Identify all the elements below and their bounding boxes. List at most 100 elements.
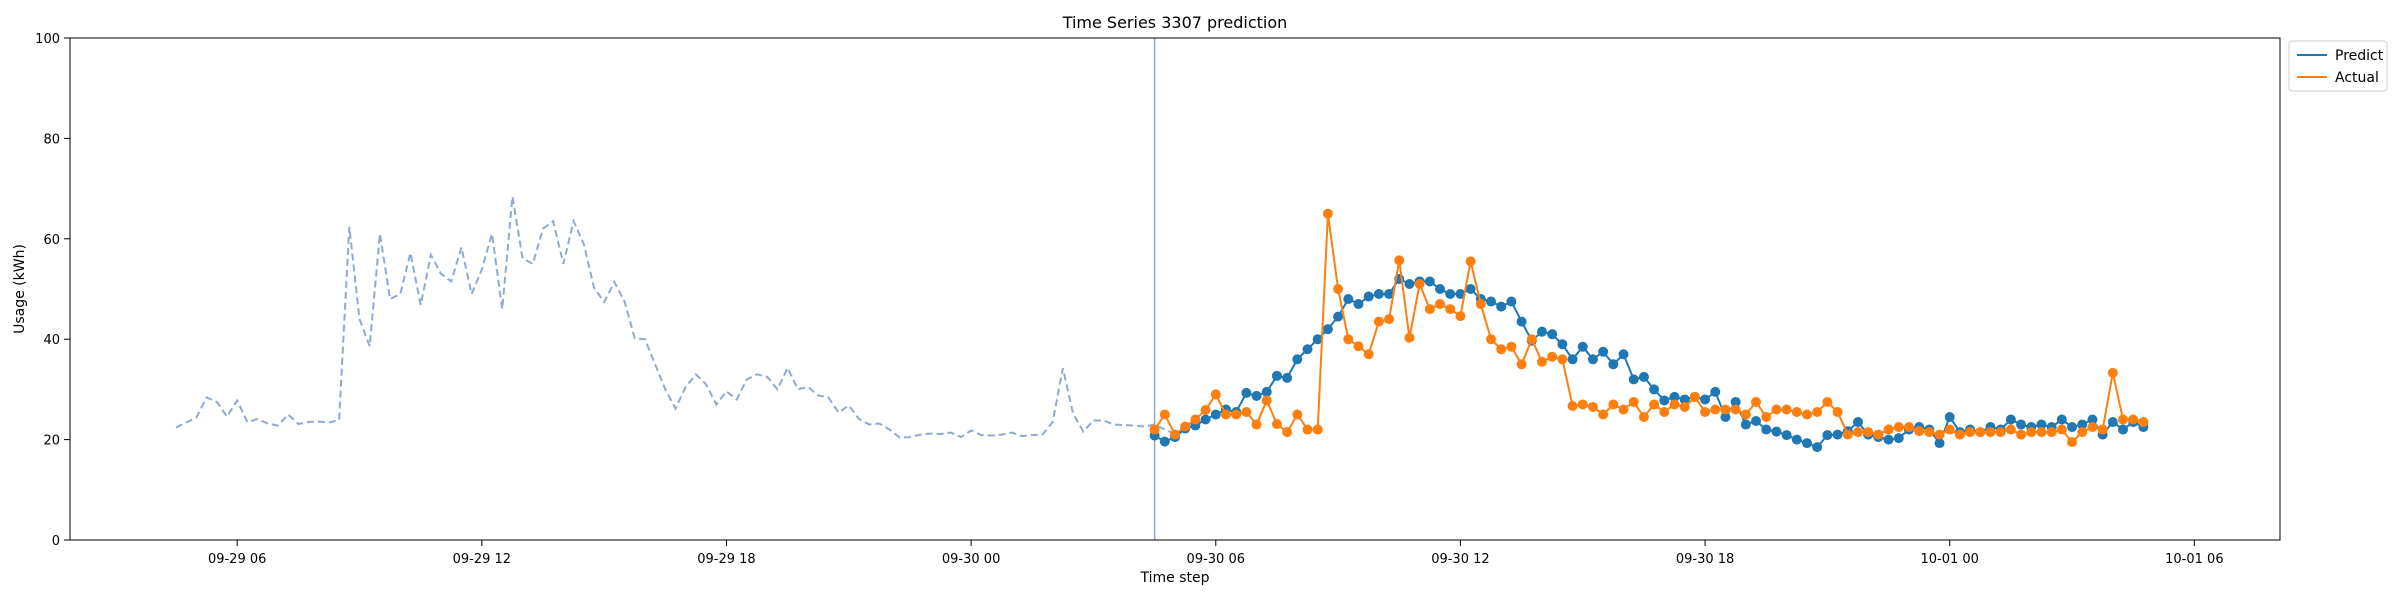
actual-point (1516, 359, 1527, 370)
x-tick-label: 09-30 06 (1187, 552, 1245, 567)
actual-point (2046, 427, 2057, 438)
legend-frame (2288, 40, 2388, 92)
actual-point (1710, 404, 1721, 415)
predict-point (1465, 284, 1476, 294)
actual-point (1924, 427, 1935, 438)
actual-point (1689, 391, 1700, 402)
actual-point (2026, 427, 2037, 438)
actual-point (1404, 332, 1415, 343)
actual-point (1791, 406, 1802, 417)
predict-point (1363, 291, 1374, 302)
actual-point (1394, 255, 1405, 266)
predict-point (1557, 339, 1568, 350)
actual-point (2128, 414, 2139, 425)
predict-point (2056, 414, 2067, 425)
actual-point (1812, 406, 1823, 417)
predict-point (1241, 387, 1252, 398)
actual-point (1282, 427, 1293, 438)
actual-point (1954, 429, 1965, 440)
actual-point (1506, 341, 1517, 352)
actual-point (1771, 404, 1782, 415)
actual-point (1995, 427, 2006, 438)
x-tick-label: 10-01 06 (2165, 552, 2223, 567)
actual-point (1679, 401, 1690, 412)
predict-point (1771, 426, 1782, 437)
predict-point (1343, 294, 1354, 305)
x-tick-label: 09-29 18 (697, 552, 755, 567)
actual-point (1802, 409, 1813, 420)
predict-point (2077, 419, 2088, 430)
actual-point (2077, 427, 2088, 438)
actual-point (1373, 316, 1384, 327)
x-axis-label: Time step (1140, 570, 1210, 586)
actual-point (1526, 334, 1537, 345)
actual-point (1832, 406, 1843, 417)
predict-point (1669, 391, 1680, 402)
actual-point (1700, 406, 1711, 417)
actual-point (1985, 427, 1996, 438)
x-tick-label: 09-30 00 (942, 552, 1000, 567)
predict-point (1292, 354, 1303, 365)
predict-point (1516, 316, 1527, 327)
actual-point (1975, 427, 1986, 438)
predict-point (1649, 384, 1660, 395)
actual-point (1608, 399, 1619, 410)
predict-point (1638, 371, 1649, 382)
predict-point (1353, 299, 1364, 310)
predict-point (1200, 414, 1211, 425)
actual-point (1384, 314, 1395, 325)
actual-point (2067, 437, 2078, 448)
predict-point (1822, 430, 1833, 441)
actual-point (1210, 389, 1221, 400)
actual-point (1251, 419, 1262, 430)
actual-point (1873, 429, 1884, 440)
x-tick-label: 09-29 12 (453, 552, 511, 567)
predict-point (2087, 414, 2098, 425)
predict-point (1608, 359, 1619, 370)
actual-point (1751, 396, 1762, 407)
predict-point (1944, 412, 1955, 423)
predict-point (1740, 419, 1751, 430)
y-tick-label: 60 (43, 233, 60, 248)
predict-point (1251, 390, 1262, 401)
predict-point (1312, 334, 1323, 345)
actual-point (1424, 304, 1435, 315)
y-axis-label: Usage (kWh) (12, 244, 28, 334)
x-tick-label: 09-30 12 (1431, 552, 1489, 567)
predict-point (1567, 354, 1578, 365)
y-tick-label: 0 (52, 534, 60, 549)
predict-point (2005, 414, 2016, 425)
actual-point (1547, 351, 1558, 362)
actual-point (1159, 409, 1170, 420)
predict-point (1577, 341, 1588, 352)
predict-point (1496, 301, 1507, 312)
actual-point (1343, 334, 1354, 345)
predict-point (1659, 395, 1670, 406)
predict-point (1486, 296, 1497, 307)
x-tick-label: 09-30 18 (1676, 552, 1734, 567)
actual-point (1618, 404, 1629, 415)
predict-point (1333, 311, 1344, 322)
x-tick-label: 09-29 06 (208, 552, 266, 567)
predict-point (1536, 326, 1547, 337)
actual-point (2097, 424, 2108, 435)
predict-point (1261, 386, 1272, 397)
actual-point (1781, 404, 1792, 415)
predict-point (1282, 372, 1293, 383)
predict-point (1832, 429, 1843, 440)
actual-point (1761, 412, 1772, 423)
actual-point (1852, 427, 1863, 438)
actual-point (1669, 399, 1680, 410)
x-tick-label: 10-01 00 (1920, 552, 1978, 567)
actual-point (1649, 399, 1660, 410)
predict-point (2107, 417, 2118, 428)
predict-point (2036, 419, 2047, 430)
actual-point (1414, 278, 1425, 289)
y-tick-label: 100 (35, 32, 60, 47)
actual-point (1465, 256, 1476, 267)
actual-point (1149, 424, 1160, 435)
actual-point (2016, 429, 2027, 440)
predict-point (1628, 374, 1639, 385)
predict-point (1883, 434, 1894, 445)
actual-point (2036, 427, 2047, 438)
